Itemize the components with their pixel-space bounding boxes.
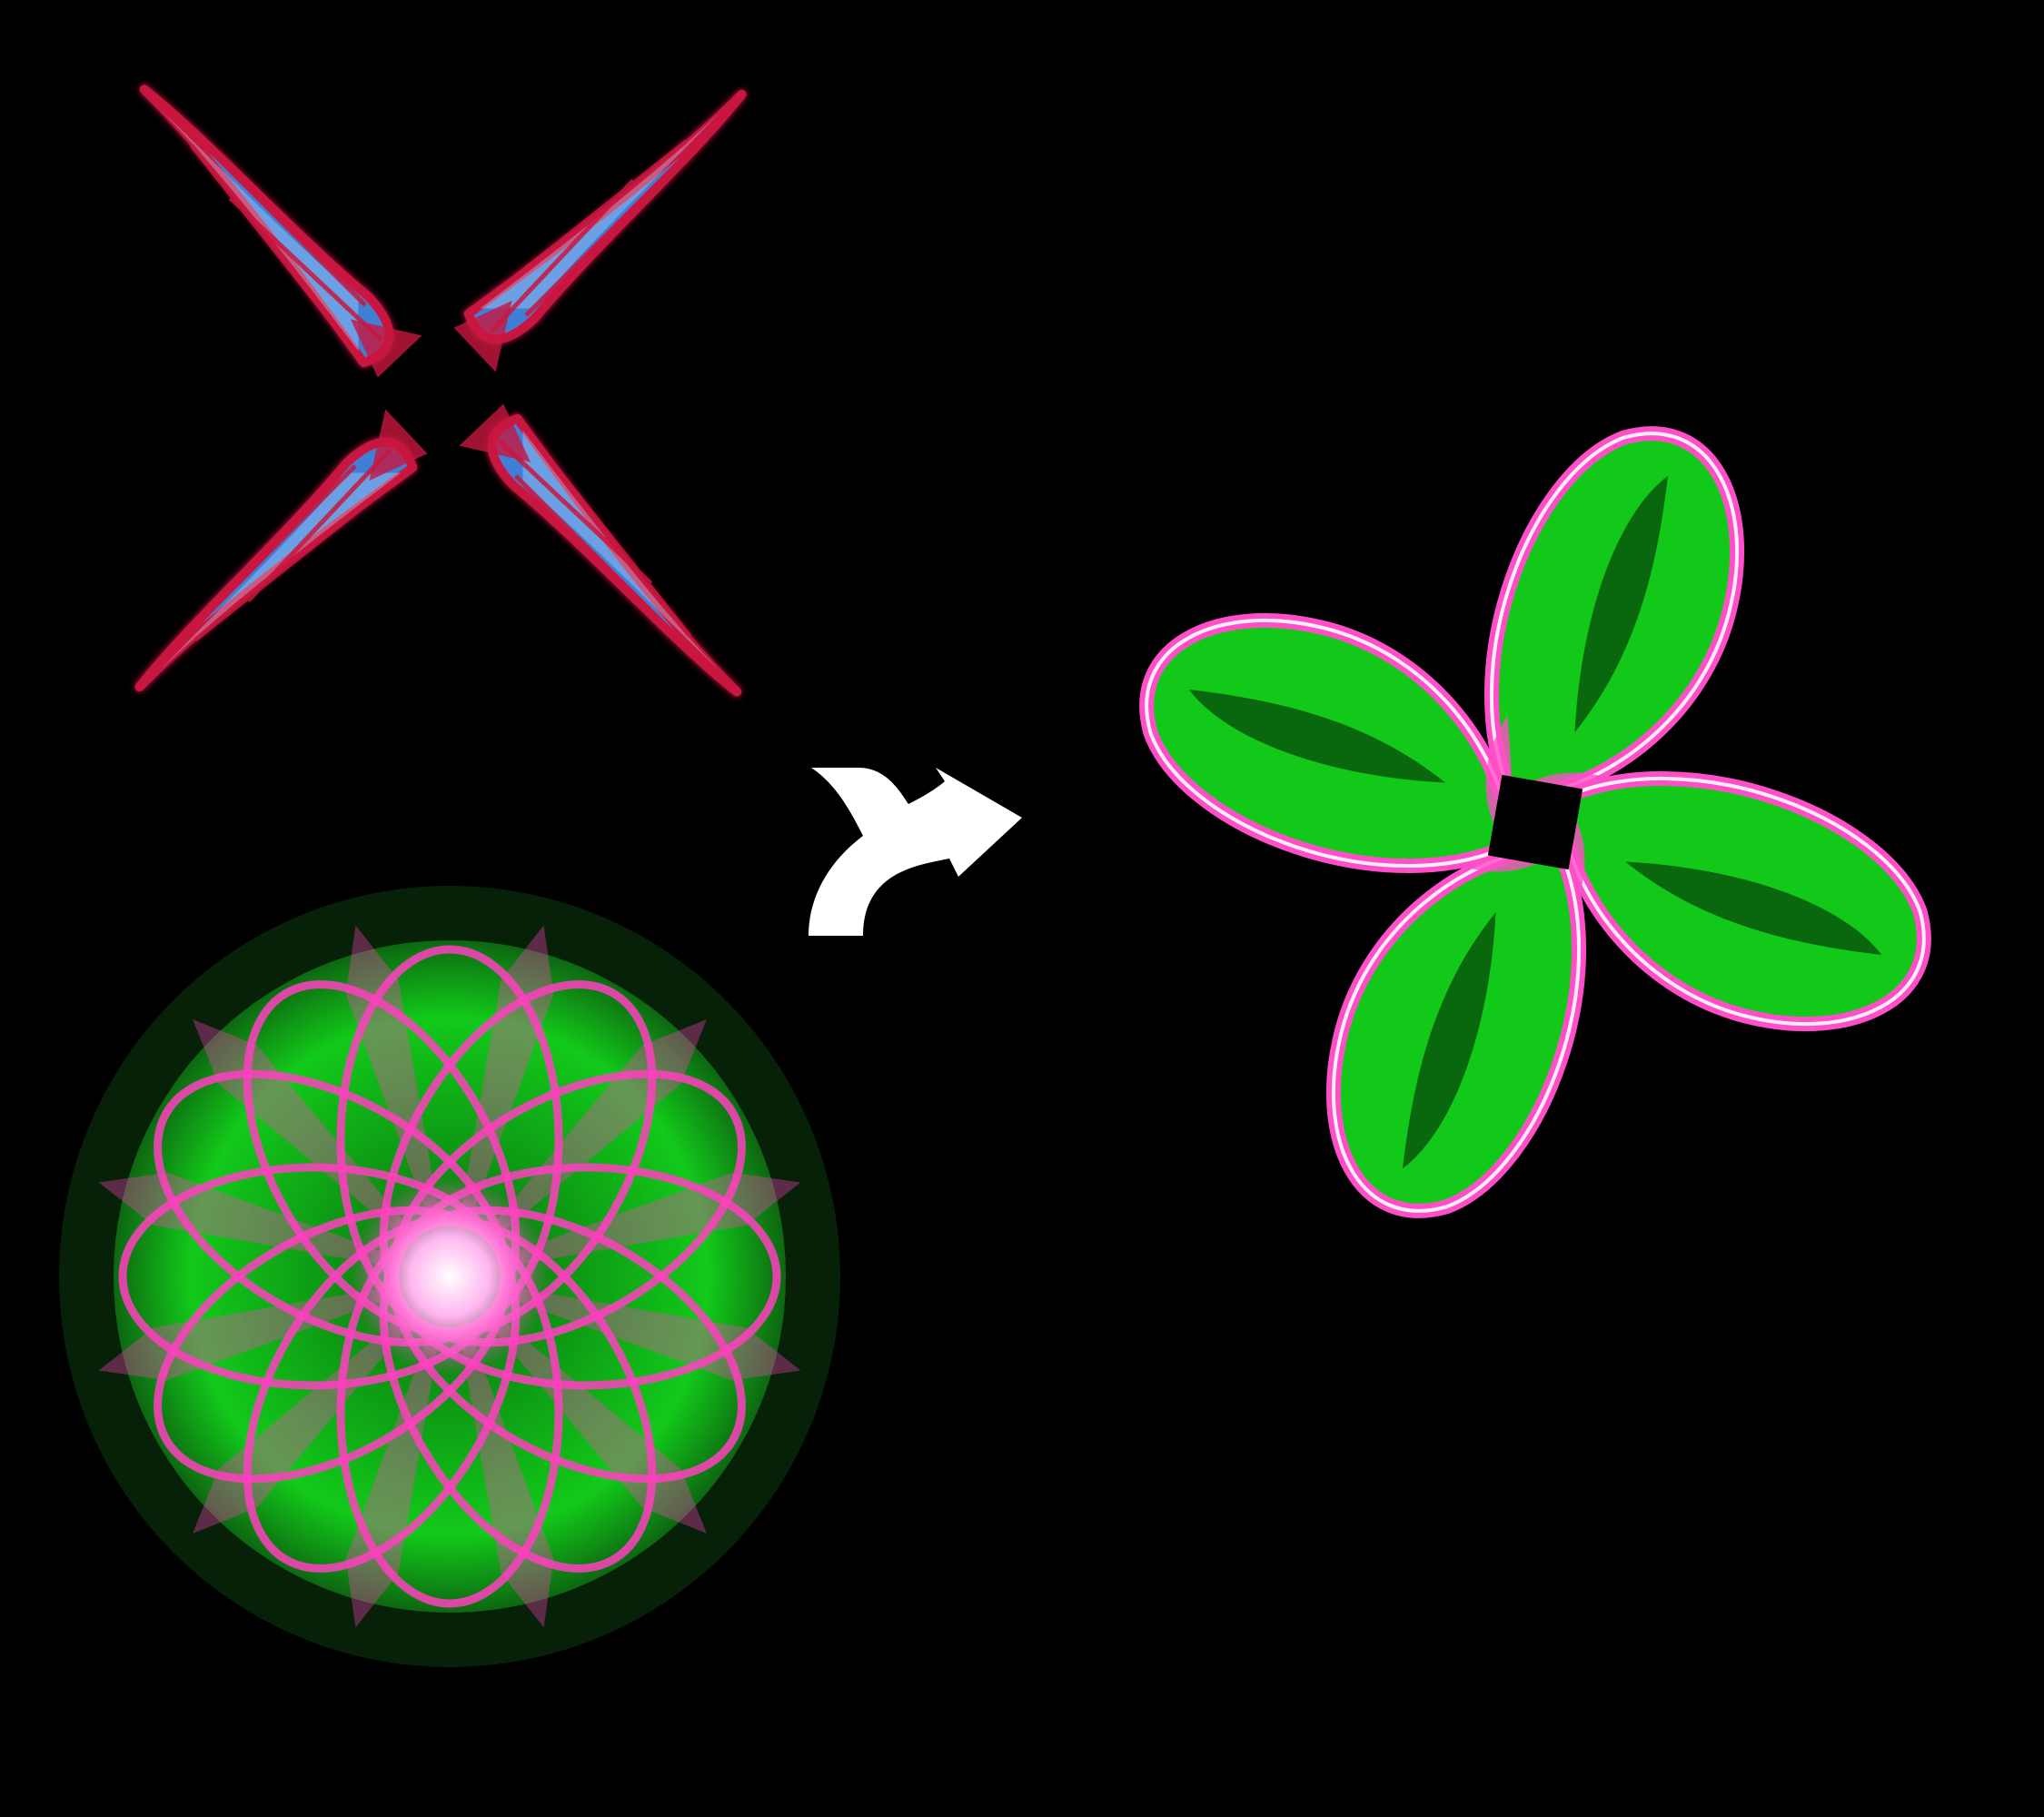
lobe-rim bbox=[1145, 618, 1514, 868]
blade-strands bbox=[467, 114, 726, 333]
blade-4 bbox=[139, 84, 422, 378]
blade-knot bbox=[369, 409, 428, 482]
center-hole bbox=[1487, 774, 1583, 870]
blade-2 bbox=[459, 403, 742, 697]
green-pink-rosette-attractor bbox=[59, 886, 840, 1667]
lobe-shadow bbox=[1625, 861, 1882, 956]
green-pink-pinwheel-attractor bbox=[1139, 426, 1931, 1218]
lobe-shadow bbox=[1402, 912, 1496, 1169]
merge-arrow-shape bbox=[809, 768, 1022, 936]
red-blue-pinwheel-attractor bbox=[134, 84, 747, 697]
lobe-rim bbox=[1490, 432, 1740, 801]
blade-1 bbox=[453, 89, 747, 372]
merge-arrow-icon bbox=[809, 768, 1022, 936]
blade-knot bbox=[453, 300, 512, 372]
blade-3 bbox=[134, 409, 428, 692]
blade-knot bbox=[459, 403, 531, 462]
blade-strands bbox=[164, 105, 383, 364]
lobe-rim bbox=[1331, 843, 1581, 1213]
rosette-core bbox=[350, 1177, 550, 1376]
lobe-4 bbox=[1139, 612, 1519, 873]
blade-strands bbox=[155, 448, 414, 667]
blade-strands bbox=[498, 417, 717, 676]
lobe-shadow bbox=[1574, 475, 1669, 732]
lobe-rim bbox=[1556, 777, 1926, 1027]
lobe-shadow bbox=[1188, 689, 1445, 783]
blade-knot bbox=[350, 319, 422, 378]
lobe-3 bbox=[1325, 839, 1586, 1218]
lobe-2 bbox=[1552, 771, 1931, 1032]
